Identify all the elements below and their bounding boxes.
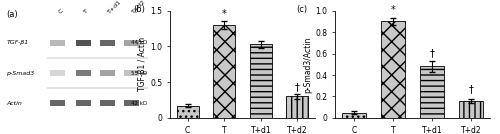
FancyBboxPatch shape: [50, 40, 65, 46]
Text: (c): (c): [296, 5, 308, 14]
Text: 55 kD: 55 kD: [131, 70, 148, 76]
FancyBboxPatch shape: [50, 70, 65, 76]
Text: T+d1: T+d1: [107, 0, 122, 15]
Y-axis label: p-Smad3/Actin: p-Smad3/Actin: [304, 36, 312, 92]
Bar: [460, 101, 483, 118]
Bar: [420, 66, 444, 118]
Y-axis label: TGF-β1 / Actin: TGF-β1 / Actin: [138, 37, 147, 91]
Text: p-Smad3: p-Smad3: [6, 70, 35, 76]
FancyBboxPatch shape: [50, 100, 65, 106]
Text: †: †: [430, 48, 434, 58]
Text: (a): (a): [6, 10, 18, 19]
Text: 44 kD: 44 kD: [131, 40, 148, 45]
Bar: [381, 21, 404, 118]
FancyBboxPatch shape: [76, 40, 90, 46]
FancyBboxPatch shape: [124, 100, 138, 106]
Text: (b): (b): [134, 5, 145, 14]
Text: T: T: [83, 9, 89, 15]
Text: C: C: [58, 9, 64, 15]
Bar: [250, 44, 272, 118]
FancyBboxPatch shape: [124, 40, 138, 46]
Bar: [286, 96, 308, 118]
FancyBboxPatch shape: [100, 70, 114, 76]
Bar: [213, 25, 235, 118]
Text: †: †: [295, 82, 300, 92]
Text: *: *: [222, 9, 226, 19]
Text: T+d2: T+d2: [131, 0, 146, 15]
Text: TGF-β1: TGF-β1: [6, 40, 29, 45]
Text: †: †: [469, 84, 474, 94]
Text: Actin: Actin: [6, 101, 22, 106]
FancyBboxPatch shape: [100, 100, 114, 106]
FancyBboxPatch shape: [124, 70, 138, 76]
Bar: [176, 106, 199, 118]
FancyBboxPatch shape: [100, 40, 114, 46]
Text: *: *: [390, 5, 396, 15]
FancyBboxPatch shape: [76, 70, 90, 76]
Text: 42 kD: 42 kD: [131, 101, 148, 106]
FancyBboxPatch shape: [76, 100, 90, 106]
Bar: [342, 113, 365, 118]
